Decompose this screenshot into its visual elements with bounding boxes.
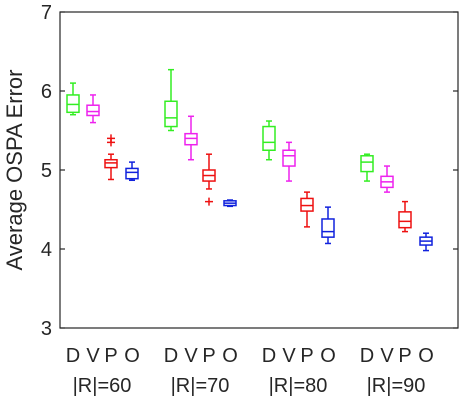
box-|R|=70-D: [164, 68, 178, 132]
box-|R|=80-D: [262, 120, 276, 161]
category-label: D: [360, 345, 374, 367]
plot-area: [59, 11, 459, 329]
category-label: P: [202, 345, 215, 367]
y-tick-label: 6: [41, 81, 52, 103]
box-iqr: [184, 132, 198, 146]
box-|R|=60-P: [104, 134, 118, 181]
box-iqr: [164, 100, 178, 128]
y-tick-label: 5: [41, 160, 52, 182]
category-label: P: [104, 345, 117, 367]
box-iqr: [360, 155, 374, 173]
y-tick-label: 3: [41, 318, 52, 340]
box-|R|=60-D: [66, 82, 80, 116]
group-label: |R|=60: [73, 375, 132, 397]
box-|R|=70-O: [223, 199, 237, 208]
box-|R|=70-P: [202, 153, 216, 206]
category-label: D: [66, 345, 80, 367]
box-iqr: [86, 104, 100, 117]
boxes-layer: [66, 68, 433, 252]
y-tick-label: 4: [41, 239, 52, 261]
category-label: D: [262, 345, 276, 367]
category-label: V: [86, 345, 100, 367]
box-iqr: [104, 158, 118, 169]
category-label: P: [398, 345, 411, 367]
box-iqr: [262, 125, 276, 152]
box-|R|=90-P: [398, 200, 412, 233]
category-label: O: [124, 345, 140, 367]
category-label: O: [320, 345, 336, 367]
box-|R|=60-O: [125, 161, 139, 182]
category-label: V: [282, 345, 296, 367]
category-label: O: [418, 345, 434, 367]
box-iqr: [300, 197, 314, 212]
box-|R|=70-V: [184, 115, 198, 161]
category-label: V: [184, 345, 198, 367]
y-axis-title: Average OSPA Error: [2, 70, 27, 271]
category-label: O: [222, 345, 238, 367]
category-label: V: [380, 345, 394, 367]
box-|R|=90-D: [360, 153, 374, 182]
x-axis-labels: D V P O|R|=60D V P O|R|=70D V P O|R|=80D V P O|R|=90: [66, 345, 434, 397]
box-iqr: [125, 167, 139, 180]
box-iqr: [66, 94, 80, 114]
box-|R|=80-O: [321, 206, 335, 245]
box-|R|=90-O: [419, 232, 433, 252]
box-|R|=80-V: [282, 141, 296, 182]
box-iqr: [321, 218, 335, 238]
plot-frame: [59, 11, 459, 329]
box-iqr: [282, 149, 296, 167]
y-axis-ticks: 3 4 5 6 7: [41, 2, 458, 340]
outlier-marker: [205, 197, 213, 206]
box-|R|=60-V: [86, 94, 100, 124]
group-label: |R|=70: [171, 375, 230, 397]
box-|R|=90-V: [380, 165, 394, 193]
group-label: |R|=90: [367, 375, 426, 397]
group-label: |R|=80: [269, 375, 328, 397]
box-iqr: [398, 211, 412, 229]
outlier-marker: [107, 138, 115, 147]
category-label: D: [164, 345, 178, 367]
category-label: P: [300, 345, 313, 367]
box-|R|=80-P: [300, 191, 314, 228]
y-tick-label: 7: [41, 2, 52, 24]
